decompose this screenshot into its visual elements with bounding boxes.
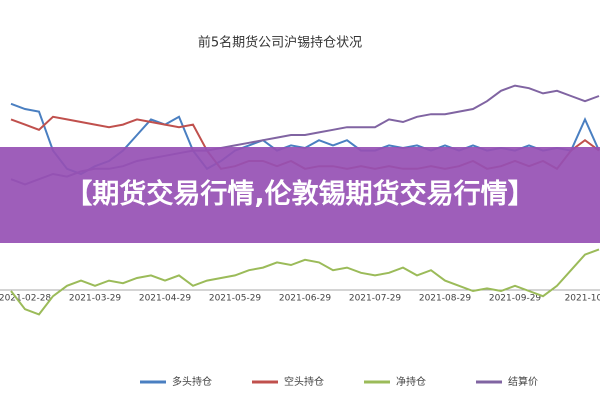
x-tick-label: 2021-06-29: [279, 294, 332, 304]
legend-label: 结算价: [508, 375, 538, 388]
legend-label: 多头持仓: [172, 375, 212, 388]
x-tick-label: 2021-07-29: [349, 294, 402, 304]
series-line: [10, 248, 600, 316]
x-tick-label: 2021-05-29: [209, 294, 262, 304]
legend-label: 净持仓: [396, 375, 426, 388]
x-tick-label: 2021-10-: [565, 294, 600, 304]
x-tick-label: 2021-08-29: [419, 294, 472, 304]
x-tick-label: 2021-03-29: [69, 294, 122, 304]
legend-label: 空头持仓: [284, 375, 324, 388]
banner: 【期货交易行情,伦敦锡期货交易行情】: [0, 147, 600, 243]
x-tick-label: 2021-04-29: [139, 294, 192, 304]
x-tick-label: 2021-02-28: [0, 294, 51, 304]
x-tick-label: 2021-09-29: [489, 294, 542, 304]
chart-title: 前5名期货公司沪锡持仓状况: [198, 35, 362, 51]
